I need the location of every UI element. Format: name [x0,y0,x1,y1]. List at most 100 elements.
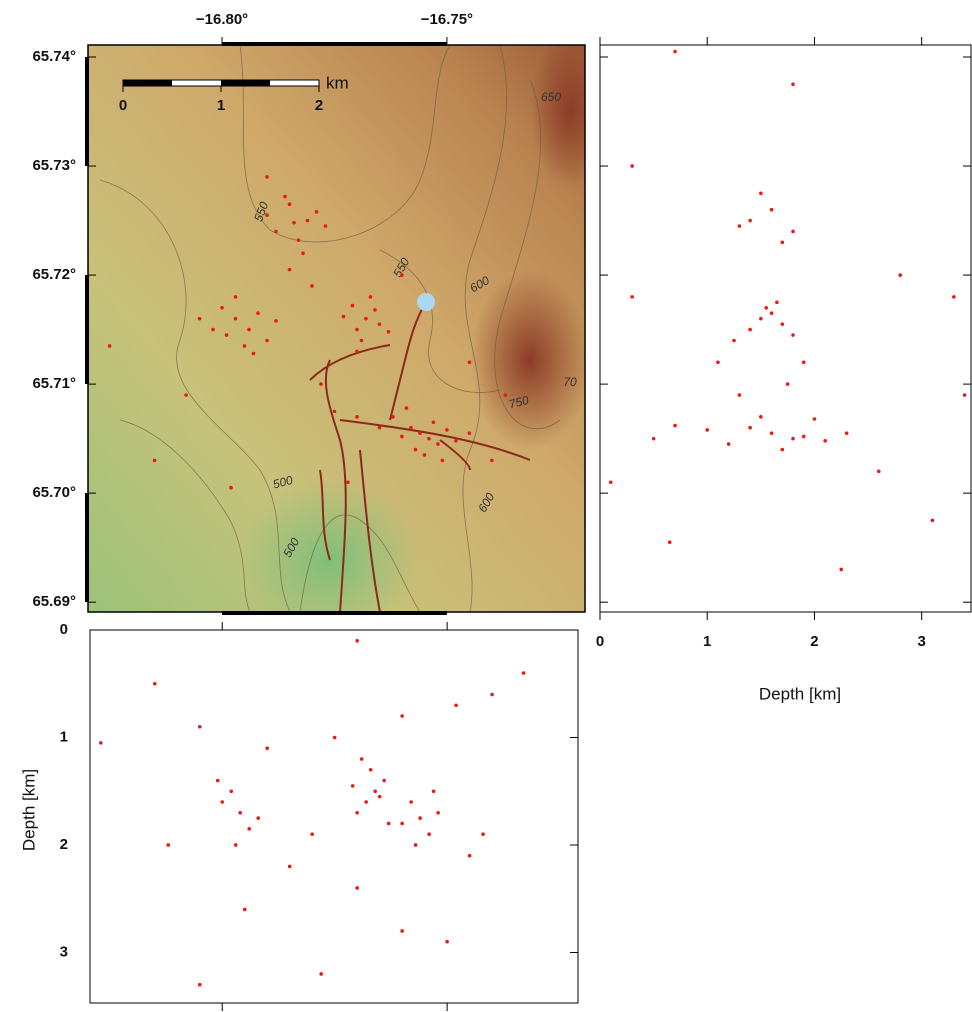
event-point [355,886,359,890]
event-point [432,420,436,424]
event-point [99,741,103,745]
event-point [490,693,494,697]
map-background [88,30,610,640]
scale-label: 1 [217,97,225,114]
event-point [738,224,742,228]
scale-label: 0 [119,97,127,114]
event-point [355,811,359,815]
y-tick-label: 65.69° [32,593,76,610]
event-point [360,339,364,343]
scale-label: 2 [315,97,323,114]
event-point [153,682,157,686]
event-point [369,295,373,299]
event-point [877,470,881,474]
event-point [153,459,157,463]
event-point [355,350,359,354]
event-point [423,453,427,457]
x-tick-label: −16.75° [421,11,473,28]
event-point [252,352,256,356]
event-point [963,393,967,397]
contour-label: 650 [541,90,561,104]
event-point [342,315,346,319]
event-point [409,426,413,430]
event-point [673,50,677,54]
event-point [791,82,795,86]
event-point [770,311,774,315]
event-point [333,736,337,740]
scale-unit: km [326,73,349,92]
event-point [481,832,485,836]
event-point [630,295,634,299]
x-tick-label: 2 [810,633,818,650]
event-point [759,415,763,419]
event-point [382,779,386,783]
event-point [373,308,377,312]
event-point [265,339,269,343]
event-point [780,241,784,245]
event-point [216,779,220,783]
event-point [770,431,774,435]
x-axis-label: Depth [km] [759,684,841,703]
depth-lat-frame [600,45,971,612]
event-point [759,191,763,195]
event-point [346,480,350,484]
y-tick-label: 1 [60,728,68,745]
event-point [845,431,849,435]
event-point [418,431,422,435]
event-point [468,431,472,435]
event-point [297,238,301,242]
event-point [315,210,319,214]
y-axis-label: Depth [km] [19,769,38,851]
y-tick-label: 3 [60,943,68,960]
event-point [504,393,508,397]
event-point [391,415,395,419]
event-point [522,671,526,675]
event-point [364,317,368,321]
event-point [630,164,634,168]
event-point [716,361,720,365]
event-point [738,393,742,397]
event-point [301,251,305,255]
event-point [220,306,224,310]
event-point [387,330,391,334]
event-point [166,843,170,847]
event-point [673,424,677,428]
event-point [441,459,445,463]
event-point [360,757,364,761]
y-tick-label: 65.71° [32,375,76,392]
event-point [243,908,247,912]
event-point [378,795,382,799]
event-point [369,768,373,772]
event-point [319,382,323,386]
event-point [288,865,292,869]
event-point [288,202,292,206]
event-point [247,827,251,831]
event-point [414,448,418,452]
event-point [292,221,296,225]
event-point [355,415,359,419]
y-tick-label: 65.73° [32,157,76,174]
event-point [198,983,202,987]
event-point [786,382,790,386]
event-point [609,480,613,484]
event-point [378,322,382,326]
event-point [229,486,233,490]
lon-depth-frame [90,630,578,1003]
event-point [355,328,359,332]
event-point [243,344,247,348]
event-point [952,295,956,299]
event-point [400,929,404,933]
event-point [454,439,458,443]
event-point [333,410,337,414]
x-tick-label: −16.80° [196,11,248,28]
event-point [324,224,328,228]
event-point [791,333,795,337]
event-point [247,328,251,332]
event-point [427,437,431,441]
event-point [791,437,795,441]
event-point [759,317,763,321]
event-point [802,435,806,439]
event-point [400,822,404,826]
event-point [775,301,779,305]
event-point [265,213,269,217]
